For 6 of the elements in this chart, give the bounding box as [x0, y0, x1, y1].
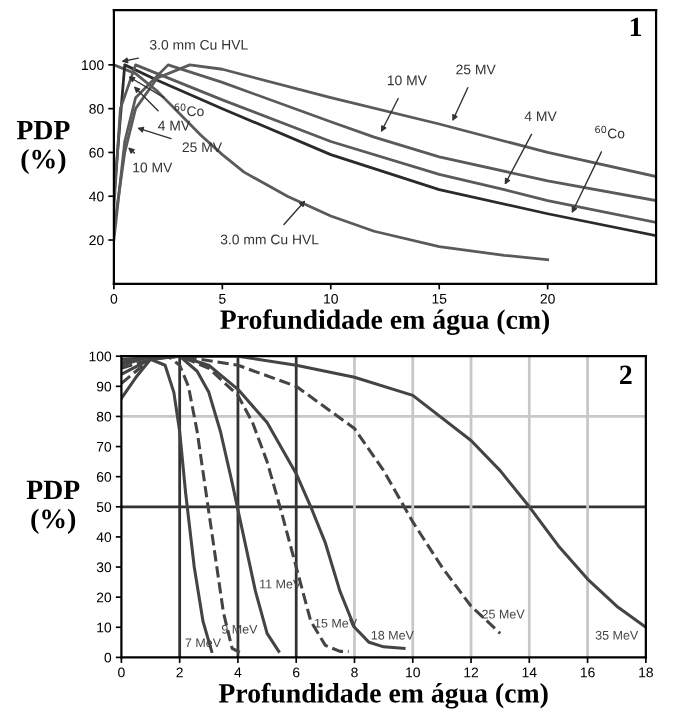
annotation: 2	[620, 365, 632, 384]
annotation: 1	[630, 17, 642, 36]
y-axis-title: PDP (%)	[16, 120, 70, 175]
x-axis-title: Profundidade em água (cm)	[220, 309, 550, 335]
x-axis-title: Profundidade em água (cm)	[218, 682, 548, 709]
y-axis-title: PDP (%)	[26, 480, 80, 534]
